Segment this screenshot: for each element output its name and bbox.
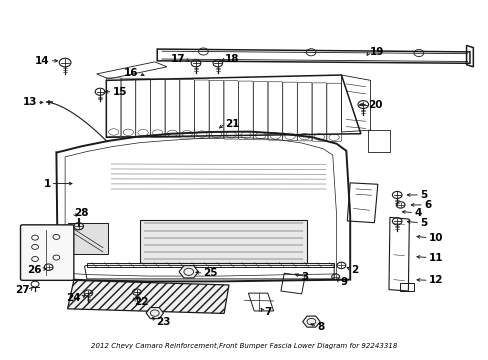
Polygon shape	[67, 280, 228, 314]
Text: 5: 5	[419, 218, 427, 228]
Text: 25: 25	[203, 268, 217, 278]
FancyBboxPatch shape	[20, 225, 74, 280]
Text: 16: 16	[124, 68, 139, 78]
Polygon shape	[179, 266, 198, 278]
Text: 9: 9	[340, 278, 347, 288]
Text: 18: 18	[224, 54, 239, 64]
Text: 12: 12	[428, 275, 442, 285]
Text: 2: 2	[350, 265, 358, 275]
Text: 17: 17	[170, 54, 185, 64]
Text: 5: 5	[419, 190, 427, 200]
Text: 22: 22	[134, 297, 148, 307]
Text: 13: 13	[22, 98, 37, 107]
Text: 6: 6	[423, 200, 430, 210]
Text: 21: 21	[224, 119, 239, 129]
Polygon shape	[68, 224, 107, 254]
Text: 1: 1	[43, 179, 50, 189]
Text: 26: 26	[27, 265, 42, 275]
Text: 15: 15	[112, 87, 127, 97]
Text: 11: 11	[428, 253, 442, 262]
Text: 3: 3	[301, 272, 308, 282]
Text: 28: 28	[74, 208, 88, 218]
Text: 2012 Chevy Camaro Reinforcement,Front Bumper Fascia Lower Diagram for 92243318: 2012 Chevy Camaro Reinforcement,Front Bu…	[91, 343, 397, 349]
Text: 20: 20	[367, 100, 382, 109]
Text: 23: 23	[156, 317, 170, 327]
Text: 7: 7	[264, 307, 271, 318]
Polygon shape	[302, 316, 320, 327]
Text: 8: 8	[317, 321, 324, 332]
Polygon shape	[140, 220, 306, 262]
Text: 24: 24	[66, 293, 81, 303]
Text: 27: 27	[16, 285, 30, 294]
Text: 4: 4	[413, 208, 421, 218]
Text: 19: 19	[369, 47, 383, 57]
Polygon shape	[146, 307, 163, 319]
Text: 10: 10	[428, 233, 442, 243]
Text: 14: 14	[35, 56, 49, 66]
